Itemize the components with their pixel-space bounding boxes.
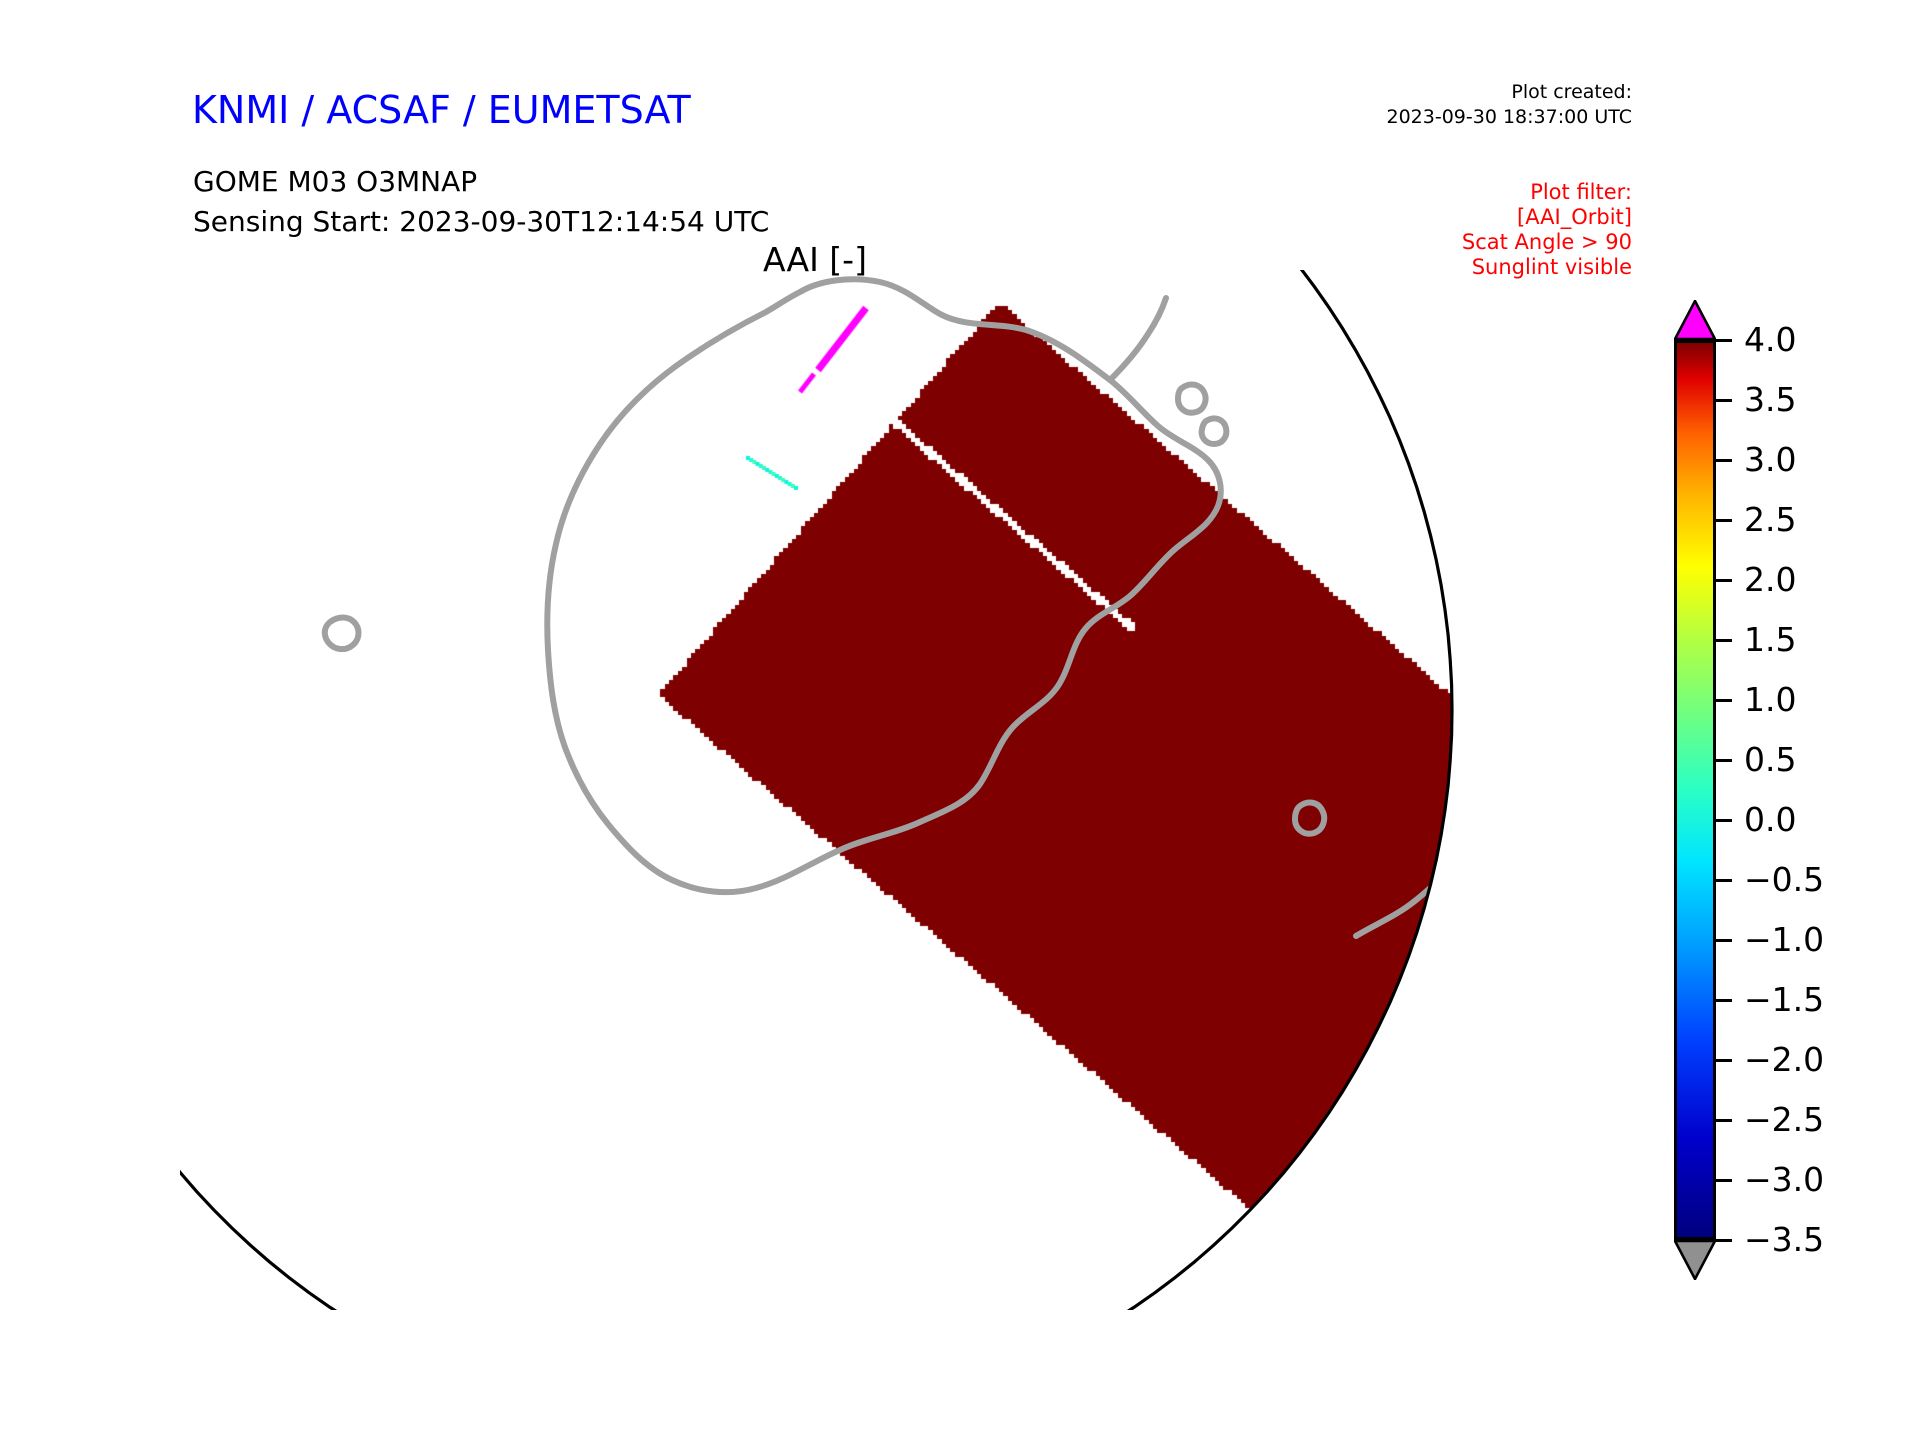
plot-filter-orbit: [AAI_Orbit] [1517,205,1632,229]
colorbar-tick-label: 3.0 [1744,439,1797,479]
sensing-start: Sensing Start: 2023-09-30T12:14:54 UTC [193,205,770,238]
colorbar-tick-label: 0.0 [1744,799,1797,839]
colorbar-tick-label: −1.5 [1744,979,1825,1019]
colorbar-tick-label: −0.5 [1744,859,1825,899]
coastline-path [1175,381,1209,416]
product-name: GOME M03 O3MNAP [193,165,478,198]
colorbar-tick-label: −2.5 [1744,1099,1825,1139]
colorbar-tick-label: 0.5 [1744,739,1797,779]
colorbar-tick-mark [1716,758,1732,762]
colorbar-tick-mark [1716,1238,1732,1242]
map-plot-area [180,270,1610,1310]
aai-swath-raster [180,270,1610,1310]
colorbar-tick-mark [1716,518,1732,522]
colorbar-tick-mark [1716,938,1732,942]
coastline-path [321,614,362,652]
colorbar-tick-mark [1716,458,1732,462]
coastline-path [1292,799,1328,837]
organization-title: KNMI / ACSAF / EUMETSAT [192,88,691,132]
plot-filter-label: Plot filter: [1530,180,1632,204]
colorbar-tick-label: 1.5 [1744,619,1797,659]
colorbar-tick-mark [1716,998,1732,1002]
colorbar-tick-label: 3.5 [1744,379,1797,419]
colorbar-tick-mark [1716,638,1732,642]
colorbar-tick-label: 1.0 [1744,679,1797,719]
colorbar-tick-label: −1.0 [1744,919,1825,959]
colorbar-tick-mark [1716,1118,1732,1122]
colorbar-tick-label: −3.5 [1744,1219,1825,1259]
colorbar-tick-mark [1716,398,1732,402]
coastline-path [1107,295,1169,383]
map-boundary [180,270,1454,1310]
plot-created-label: Plot created: [1511,81,1632,103]
colorbar-tick-label: −3.0 [1744,1159,1825,1199]
colorbar-tick-list: 4.0 3.5 3.0 2.5 2.0 1.5 1.0 0.5 0.0 −0.5 −1.0 −1.5−… [1716,323,1886,1256]
colorbar-under-arrow [1674,1240,1716,1280]
colorbar-tick-mark [1716,1058,1732,1062]
colorbar-tick-mark [1716,578,1732,582]
colorbar-tick-label: 4.0 [1744,319,1797,359]
coastline-group [321,276,1452,939]
colorbar-tick-mark [1716,1178,1732,1182]
colorbar-tick-mark [1716,818,1732,822]
colorbar-tick-label: 2.0 [1744,559,1797,599]
colorbar-tick-label: −2.0 [1744,1039,1825,1079]
colorbar-tick-mark [1716,878,1732,882]
colorbar-over-arrow [1674,300,1716,340]
coastline-path [1198,415,1230,447]
colorbar-gradient [1674,340,1716,1240]
map-overlay [180,270,1454,1310]
colorbar-tick-label: 2.5 [1744,499,1797,539]
plot-created-block: Plot created: 2023-09-30 18:37:00 UTC [1387,80,1633,130]
colorbar-tick-mark [1716,338,1732,342]
plot-created-timestamp: 2023-09-30 18:37:00 UTC [1386,106,1633,128]
colorbar: 4.0 3.5 3.0 2.5 2.0 1.5 1.0 0.5 0.0 −0.5 −1.0 −1.5 −… [1660,300,1890,1310]
coastline-path [1353,592,1452,939]
colorbar-tick-mark [1716,698,1732,702]
plot-filter-scat-angle: Scat Angle > 90 [1461,230,1632,254]
